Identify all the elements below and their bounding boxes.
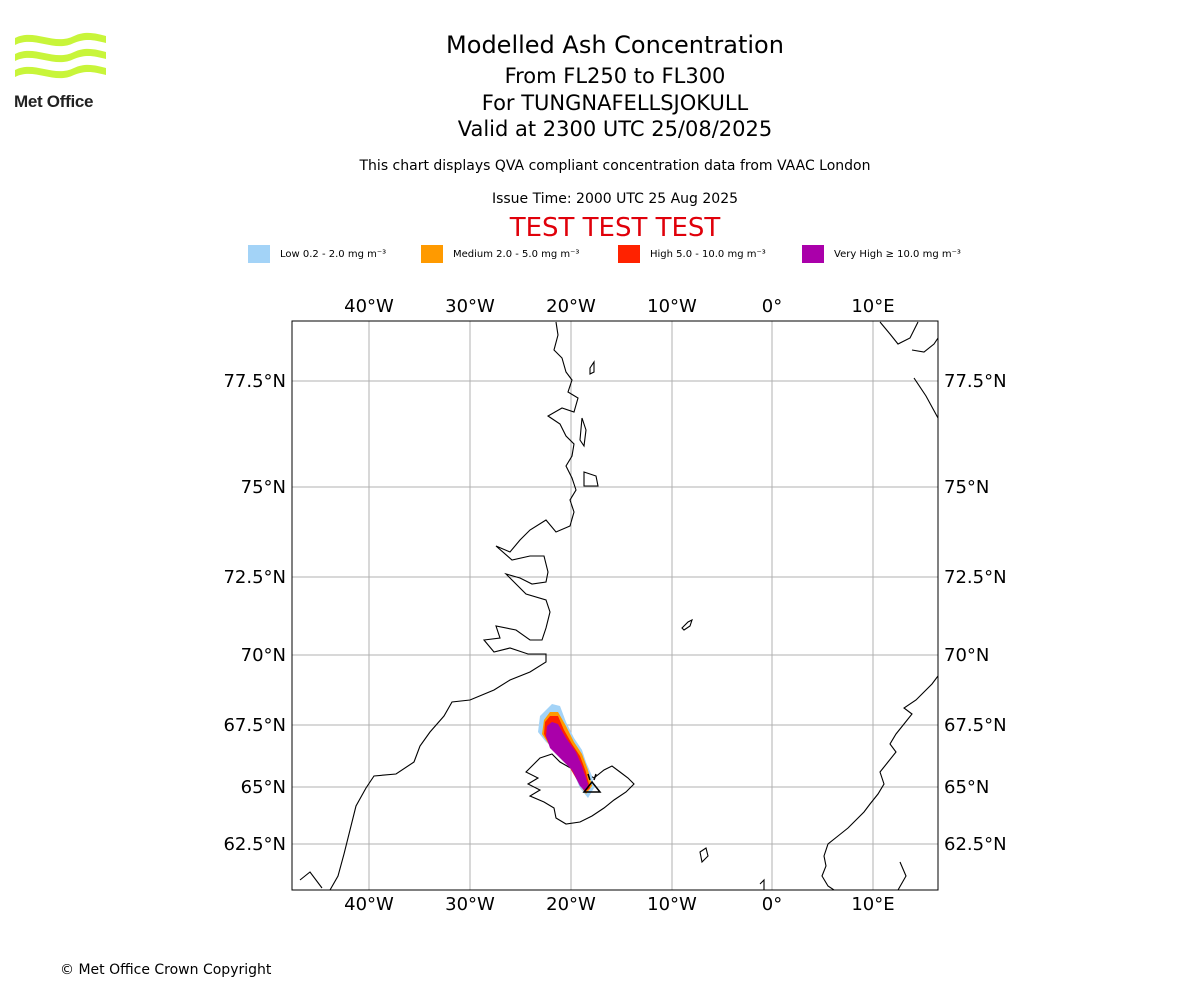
map-frame (291, 320, 939, 891)
ash-plume (538, 704, 594, 798)
legend-item-high: High 5.0 - 10.0 mg m⁻³ (618, 244, 766, 264)
lat-label-right: 70°N (944, 645, 989, 666)
lon-label-top: 30°W (445, 296, 495, 317)
lon-label-bottom: 40°W (344, 894, 394, 915)
legend-swatch-very-high (802, 245, 824, 263)
met-office-logo: Met Office (14, 30, 108, 114)
logo-text: Met Office (14, 92, 94, 111)
lat-label-right: 67.5°N (944, 715, 1007, 736)
lon-label-bottom: 0° (762, 894, 782, 915)
issue-time: Issue Time: 2000 UTC 25 Aug 2025 (491, 191, 739, 207)
legend-label-medium: Medium 2.0 - 5.0 mg m⁻³ (453, 248, 580, 260)
lat-label-left: 67.5°N (223, 715, 286, 736)
flight-level-range: From FL250 to FL300 (504, 64, 726, 88)
valid-time: Valid at 2300 UTC 25/08/2025 (457, 117, 773, 141)
volcano-name: For TUNGNAFELLSJOKULL (481, 91, 749, 115)
qva-note: This chart displays QVA compliant concen… (359, 158, 871, 174)
coastlines (299, 321, 938, 890)
jan-mayen (681, 618, 693, 631)
lat-label-left: 77.5°N (223, 371, 286, 392)
lon-label-top: 40°W (344, 296, 394, 317)
norway-coast (821, 675, 938, 890)
legend-swatch-high (618, 245, 640, 263)
lon-label-bottom: 20°W (546, 894, 596, 915)
lat-label-left: 65°N (241, 777, 286, 798)
svalbard-coast (879, 321, 938, 419)
legend-label-very-high: Very High ≥ 10.0 mg m⁻³ (834, 248, 961, 260)
legend-label-low: Low 0.2 - 2.0 mg m⁻³ (280, 248, 387, 260)
met-office-wave-icon (15, 32, 106, 79)
legend-swatch-low (248, 245, 270, 263)
plume-very-high (546, 722, 588, 792)
legend-item-medium: Medium 2.0 - 5.0 mg m⁻³ (421, 244, 579, 264)
volcano-marker-icon (582, 773, 602, 793)
lon-label-bottom: 30°W (445, 894, 495, 915)
lat-label-right: 62.5°N (944, 834, 1007, 855)
graticule (292, 321, 938, 890)
lat-label-right: 65°N (944, 777, 989, 798)
legend-item-low: Low 0.2 - 2.0 mg m⁻³ (248, 244, 386, 264)
legend-item-very-high: Very High ≥ 10.0 mg m⁻³ (802, 244, 961, 264)
lat-label-left: 62.5°N (223, 834, 286, 855)
legend-label-high: High 5.0 - 10.0 mg m⁻³ (650, 248, 766, 260)
test-banner: TEST TEST TEST (509, 213, 721, 243)
lat-label-left: 72.5°N (223, 567, 286, 588)
lon-label-top: 10°E (851, 296, 894, 317)
lat-label-left: 75°N (241, 477, 286, 498)
greenland-coast (329, 321, 579, 890)
copyright: © Met Office Crown Copyright (60, 962, 272, 978)
lat-label-left: 70°N (241, 645, 286, 666)
legend-swatch-medium (421, 245, 443, 263)
lon-label-bottom: 10°W (647, 894, 697, 915)
lat-label-right: 77.5°N (944, 371, 1007, 392)
lat-label-right: 75°N (944, 477, 989, 498)
lat-label-right: 72.5°N (944, 567, 1007, 588)
lon-label-bottom: 10°E (851, 894, 894, 915)
lon-label-top: 20°W (546, 296, 596, 317)
chart-title: Modelled Ash Concentration (446, 31, 784, 59)
lon-label-top: 0° (762, 296, 782, 317)
lon-label-top: 10°W (647, 296, 697, 317)
